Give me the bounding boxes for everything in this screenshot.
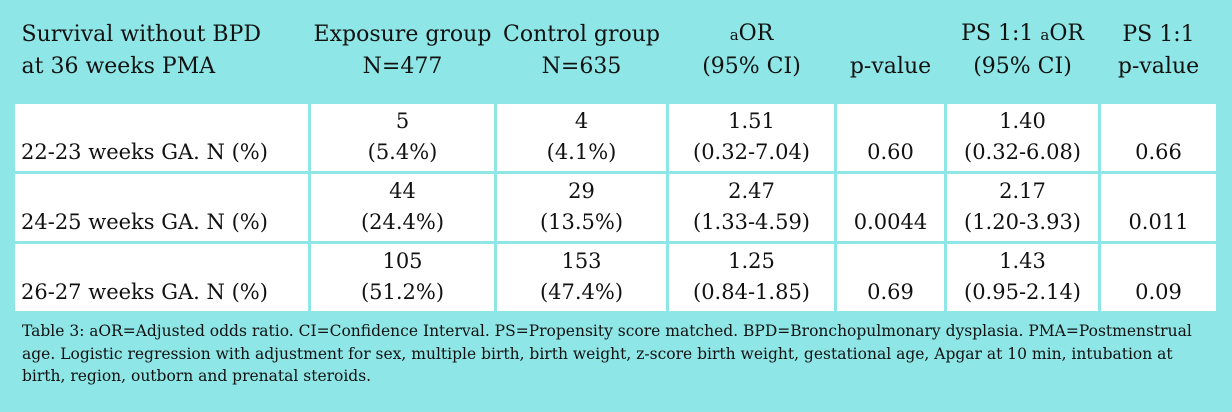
- exposure-cell: 5 (5.4%): [308, 101, 497, 174]
- ps-p-value-cell: 0.09: [1098, 241, 1219, 314]
- header-survival: Survival without BPD at 36 weeks PMA: [13, 0, 310, 95]
- row-label: 24-25 weeks GA. N (%): [12, 171, 311, 244]
- table-row: 26-27 weeks GA. N (%) 105 (51.2%) 153 (47.…: [12, 241, 1219, 314]
- header-ps-aor: PS 1:1 aOR (95% CI): [945, 0, 1100, 95]
- exposure-cell: 105 (51.2%): [308, 241, 497, 314]
- aor-cell: 2.47 (1.33-4.59): [666, 171, 837, 244]
- results-table: Survival without BPD at 36 weeks PMA Expo…: [12, 0, 1219, 314]
- caption-prefix: Table 3:: [22, 322, 90, 340]
- header-exposure-group: Exposure group N=477: [309, 0, 496, 95]
- results-table-container: Survival without BPD at 36 weeks PMA Expo…: [12, 0, 1219, 314]
- caption-a: a: [89, 322, 99, 340]
- control-cell: 153 (47.4%): [494, 241, 669, 314]
- header-aor: aOR (95% CI): [667, 0, 836, 95]
- ps-aor-cell: 1.40 (0.32-6.08): [944, 101, 1101, 174]
- header-p-value: p-value: [835, 0, 946, 95]
- table-row: 24-25 weeks GA. N (%) 44 (24.4%) 29 (13.5%…: [12, 171, 1219, 244]
- ps-aor-cell: 2.17 (1.20-3.93): [944, 171, 1101, 244]
- table-header-row: Survival without BPD at 36 weeks PMA Expo…: [13, 0, 1218, 95]
- exposure-cell: 44 (24.4%): [308, 171, 497, 244]
- caption-text: OR=Adjusted odds ratio. CI=Confidence In…: [22, 322, 1192, 385]
- p-value-cell: 0.0044: [834, 171, 947, 244]
- table-caption: Table 3: aOR=Adjusted odds ratio. CI=Con…: [22, 320, 1218, 388]
- control-cell: 29 (13.5%): [494, 171, 669, 244]
- p-value-cell: 0.69: [834, 241, 947, 314]
- row-label: 22-23 weeks GA. N (%): [12, 101, 311, 174]
- table-row: 22-23 weeks GA. N (%) 5 (5.4%) 4 (4.1%) 1.…: [12, 101, 1219, 174]
- p-value-cell: 0.60: [834, 101, 947, 174]
- control-cell: 4 (4.1%): [494, 101, 669, 174]
- ps-p-value-cell: 0.66: [1098, 101, 1219, 174]
- ps-p-value-cell: 0.011: [1098, 171, 1219, 244]
- aor-cell: 1.51 (0.32-7.04): [666, 101, 837, 174]
- aor-cell: 1.25 (0.84-1.85): [666, 241, 837, 314]
- header-control-group: Control group N=635: [495, 0, 668, 95]
- ps-aor-cell: 1.43 (0.95-2.14): [944, 241, 1101, 314]
- row-label: 26-27 weeks GA. N (%): [12, 241, 311, 314]
- header-ps-p-value: PS 1:1 p-value: [1099, 0, 1218, 95]
